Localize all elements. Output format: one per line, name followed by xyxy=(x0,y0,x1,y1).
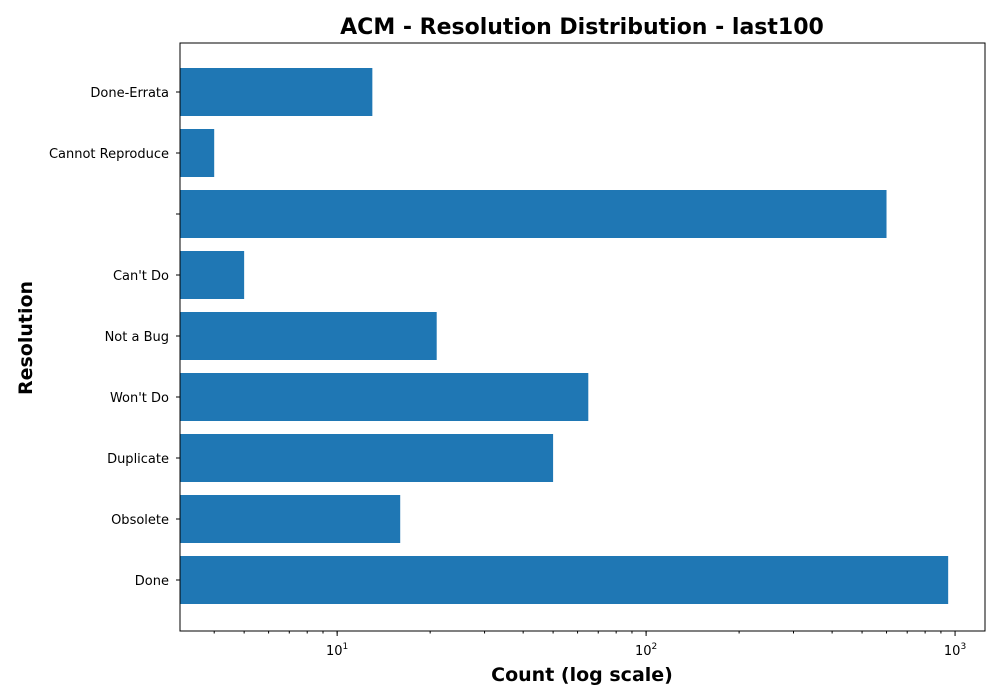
bar-won-t-do xyxy=(180,373,589,421)
x-axis-label: Count (log scale) xyxy=(491,664,673,686)
y-axis-label: Resolution xyxy=(15,281,37,395)
bar-done xyxy=(180,556,949,604)
y-tick-label: Not a Bug xyxy=(105,330,169,345)
x-tick-label: 102 xyxy=(635,642,657,659)
y-tick-label: Obsolete xyxy=(111,513,169,528)
bar-duplicate xyxy=(180,434,554,482)
y-tick-label: Duplicate xyxy=(107,452,169,467)
bar-obsolete xyxy=(180,495,401,543)
y-tick-label: Can't Do xyxy=(113,269,169,284)
y-tick-label: Done-Errata xyxy=(90,86,169,101)
bars-group xyxy=(180,68,949,604)
bar-blank xyxy=(180,190,887,238)
x-tick-label: 101 xyxy=(326,642,348,659)
plot-frame xyxy=(179,42,986,632)
x-axis-ticks: 101 102 103 xyxy=(213,631,966,659)
bar-not-a-bug xyxy=(180,312,437,360)
y-axis-ticks: Done Obsolete Duplicate Won't Do Not a Bug Ca… xyxy=(49,86,180,589)
bar-done-errata xyxy=(180,68,373,116)
y-tick-label: Done xyxy=(135,574,169,589)
bar-can-t-do xyxy=(180,251,245,299)
bar-cannot-reproduce xyxy=(180,129,215,177)
chart-title: ACM - Resolution Distribution - last100 xyxy=(340,15,824,40)
y-tick-label: Won't Do xyxy=(110,391,169,406)
y-tick-label: Cannot Reproduce xyxy=(49,147,169,162)
x-tick-label: 103 xyxy=(944,642,966,659)
